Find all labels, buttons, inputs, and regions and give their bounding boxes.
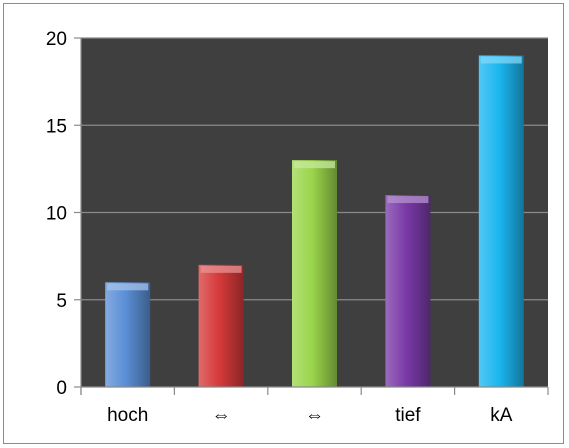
bar-highlight — [107, 283, 149, 291]
bar-chart: 0 5 10 15 20 hoch ⇔ ⇔ tief kA — [46, 29, 549, 426]
y-tick-label: 0 — [56, 378, 67, 399]
bar — [385, 195, 431, 387]
y-tick-labels: 0 5 10 15 20 — [46, 29, 67, 399]
x-tick-label: ⇔ — [212, 405, 231, 426]
x-tick-label: hoch — [107, 405, 148, 426]
y-tick-label: 15 — [46, 116, 67, 137]
bar-highlight — [480, 56, 522, 64]
y-tick-label: 10 — [46, 204, 67, 225]
bars — [105, 55, 524, 387]
bar-highlight — [294, 161, 335, 169]
bar-highlight — [200, 265, 242, 273]
chart-frame: 0 5 10 15 20 hoch ⇔ ⇔ tief kA — [3, 3, 564, 444]
bar — [478, 55, 524, 387]
bar-highlight — [387, 196, 429, 204]
y-tick-label: 5 — [56, 291, 67, 312]
x-tick-label: ⇔ — [305, 405, 324, 426]
bar — [105, 282, 151, 387]
bar — [198, 264, 244, 387]
x-tick-label: tief — [395, 405, 421, 426]
bar — [292, 160, 337, 387]
axes — [74, 37, 549, 395]
x-tick-labels: hoch ⇔ ⇔ tief kA — [107, 405, 513, 426]
x-tick-label: kA — [490, 405, 513, 426]
y-tick-label: 20 — [46, 29, 67, 50]
